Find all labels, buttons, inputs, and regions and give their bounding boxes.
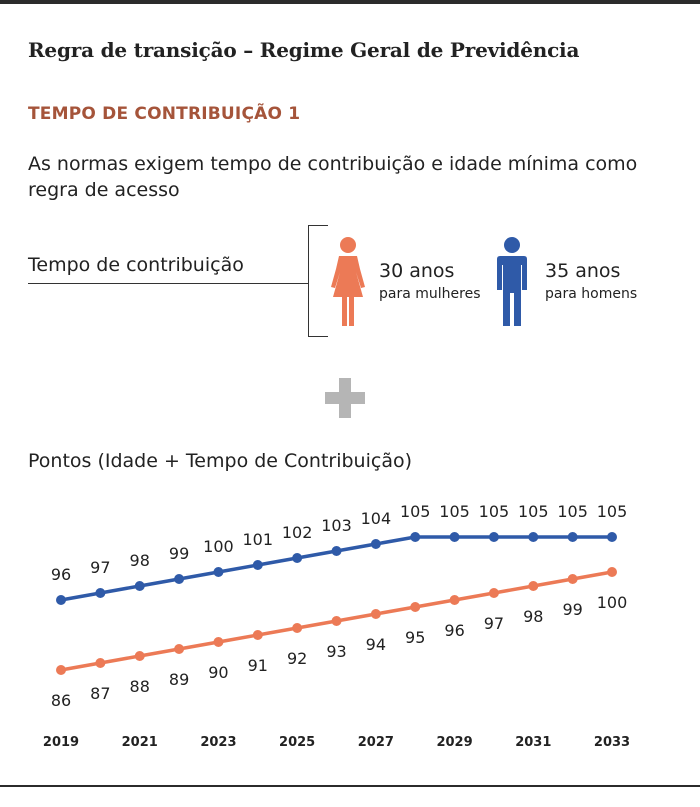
label-underline <box>28 283 308 284</box>
series-1-point <box>56 665 66 675</box>
series-1-data-label: 91 <box>248 656 268 675</box>
series-1-point <box>607 567 617 577</box>
series-1-point <box>252 630 263 640</box>
series-0-data-label: 105 <box>557 502 588 521</box>
series-0-data-label: 97 <box>90 558 110 577</box>
series-0-data-label: 105 <box>439 502 470 521</box>
series-0-point <box>95 588 106 598</box>
series-0-data-label: 102 <box>282 523 313 542</box>
series-1-data-label: 94 <box>366 635 386 654</box>
series-0-point <box>410 532 421 542</box>
series-1-data-label: 98 <box>523 607 543 626</box>
x-tick-label: 2027 <box>358 735 394 750</box>
series-1-point <box>488 588 499 598</box>
series-0-data-label: 104 <box>361 509 392 528</box>
series-0-point <box>331 546 342 556</box>
series-1-data-label: 88 <box>130 677 150 696</box>
x-tick-label: 2031 <box>515 735 551 750</box>
series-0-point <box>252 560 263 570</box>
x-tick-label: 2021 <box>122 735 158 750</box>
series-0-point <box>528 532 539 542</box>
series-0-point <box>56 595 66 605</box>
series-0-data-label: 105 <box>597 502 628 521</box>
top-rule <box>0 0 700 4</box>
contribution-time-label: Tempo de contribuição <box>28 254 244 276</box>
series-0-data-label: 103 <box>321 516 352 535</box>
series-1-data-label: 89 <box>169 670 189 689</box>
x-tick-label: 2025 <box>279 735 315 750</box>
series-0-data-label: 96 <box>51 565 71 584</box>
series-1-data-label: 99 <box>562 600 582 619</box>
bottom-rule <box>0 785 700 787</box>
women-caption: para mulheres <box>379 286 481 302</box>
series-1-data-label: 97 <box>484 614 504 633</box>
series-1-data-label: 86 <box>51 691 71 710</box>
men-years: 35 anos <box>545 260 621 282</box>
woman-icon <box>331 237 365 326</box>
series-1-point <box>213 637 224 647</box>
series-0-point <box>488 532 499 542</box>
series-0-point <box>449 532 460 542</box>
series-1-point <box>292 623 303 633</box>
series-1-point <box>410 602 421 612</box>
women-years: 30 anos <box>379 260 455 282</box>
series-1-point <box>528 581 539 591</box>
series-1-data-label: 95 <box>405 628 425 647</box>
section-heading: TEMPO DE CONTRIBUIÇÃO 1 <box>28 104 301 124</box>
x-tick-label: 2029 <box>436 735 472 750</box>
series-1-data-label: 100 <box>597 593 628 612</box>
series-0-data-label: 101 <box>243 530 274 549</box>
series-0-data-label: 105 <box>479 502 510 521</box>
series-0-point <box>174 574 185 584</box>
series-0-data-label: 99 <box>169 544 189 563</box>
x-tick-label: 2019 <box>43 735 79 750</box>
description-text: As normas exigem tempo de contribuição e… <box>28 153 638 201</box>
series-0-data-label: 98 <box>130 551 150 570</box>
x-tick-label: 2033 <box>594 735 630 750</box>
series-1-point <box>449 595 460 605</box>
plus-icon <box>325 378 365 418</box>
series-1-data-label: 93 <box>326 642 346 661</box>
series-0-point <box>134 581 145 591</box>
series-1-point <box>174 644 185 654</box>
x-tick-label: 2023 <box>200 735 236 750</box>
series-0-point <box>370 539 381 549</box>
series-1-point <box>370 609 381 619</box>
series-1-point <box>95 658 106 668</box>
series-1-point <box>331 616 342 626</box>
series-1-data-label: 90 <box>208 663 228 682</box>
series-0-point <box>607 532 617 542</box>
men-caption: para homens <box>545 286 638 302</box>
points-title: Pontos (Idade + Tempo de Contribuição) <box>28 450 412 472</box>
bracket <box>308 225 328 337</box>
series-0-data-label: 105 <box>400 502 431 521</box>
series-0-data-label: 100 <box>203 537 234 556</box>
series-1-data-label: 96 <box>444 621 464 640</box>
series-1-data-label: 87 <box>90 684 110 703</box>
series-0-data-label: 105 <box>518 502 549 521</box>
series-1-data-label: 92 <box>287 649 307 668</box>
series-0-point <box>567 532 578 542</box>
series-0-point <box>213 567 224 577</box>
page-title: Regra de transição – Regime Geral de Pre… <box>28 38 580 62</box>
man-icon <box>497 237 527 326</box>
points-line-chart: 96 97 98 99 100 101 102 103 104 105 105 105 105 105 10… <box>43 502 630 750</box>
series-0-point <box>292 553 303 563</box>
series-1-point <box>134 651 145 661</box>
series-1-point <box>567 574 578 584</box>
